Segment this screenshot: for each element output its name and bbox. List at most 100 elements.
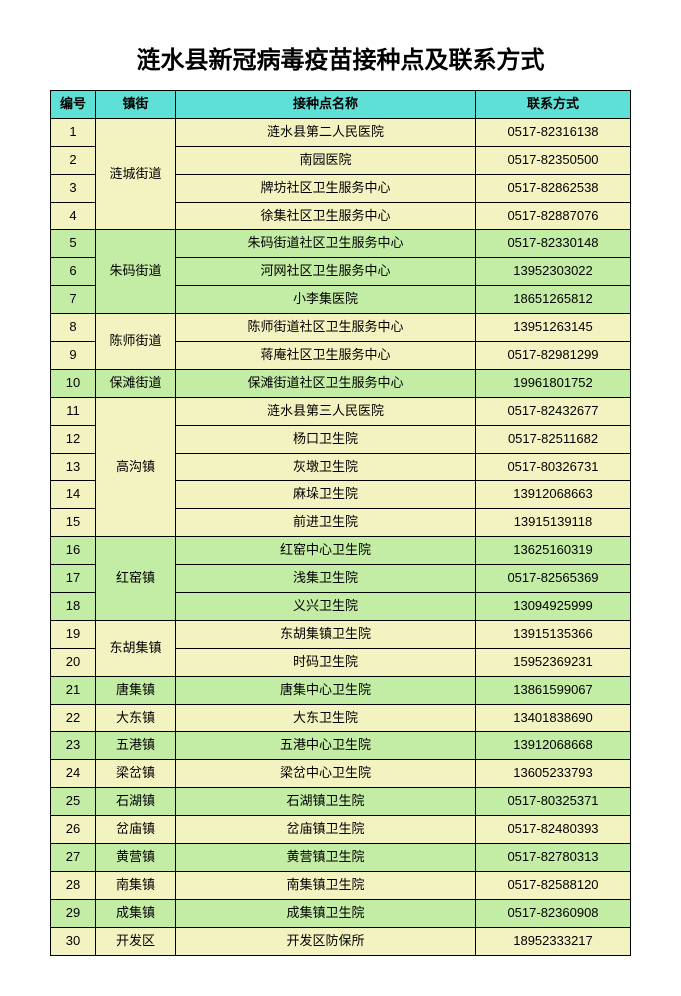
- cell-phone: 13951263145: [476, 314, 631, 342]
- cell-id: 27: [51, 844, 96, 872]
- cell-site: 前进卫生院: [176, 509, 476, 537]
- vaccination-table: 编号镇街接种点名称联系方式 1涟城街道涟水县第二人民医院0517-8231613…: [50, 90, 631, 956]
- cell-phone: 18952333217: [476, 927, 631, 955]
- cell-site: 五港中心卫生院: [176, 732, 476, 760]
- cell-phone: 19961801752: [476, 369, 631, 397]
- table-row: 26岔庙镇岔庙镇卫生院0517-82480393: [51, 816, 631, 844]
- cell-town: 高沟镇: [96, 397, 176, 536]
- cell-site: 东胡集镇卫生院: [176, 620, 476, 648]
- cell-id: 23: [51, 732, 96, 760]
- cell-site: 浅集卫生院: [176, 565, 476, 593]
- page-title: 涟水县新冠病毒疫苗接种点及联系方式: [50, 40, 631, 75]
- table-row: 22大东镇大东卫生院13401838690: [51, 704, 631, 732]
- table-row: 23五港镇五港中心卫生院13912068668: [51, 732, 631, 760]
- cell-id: 6: [51, 258, 96, 286]
- cell-phone: 13912068663: [476, 481, 631, 509]
- cell-phone: 0517-82432677: [476, 397, 631, 425]
- cell-site: 陈师街道社区卫生服务中心: [176, 314, 476, 342]
- cell-town: 成集镇: [96, 899, 176, 927]
- cell-site: 石湖镇卫生院: [176, 788, 476, 816]
- cell-town: 南集镇: [96, 871, 176, 899]
- cell-id: 20: [51, 648, 96, 676]
- cell-site: 开发区防保所: [176, 927, 476, 955]
- cell-town: 陈师街道: [96, 314, 176, 370]
- cell-id: 8: [51, 314, 96, 342]
- cell-town: 开发区: [96, 927, 176, 955]
- cell-site: 河网社区卫生服务中心: [176, 258, 476, 286]
- cell-id: 25: [51, 788, 96, 816]
- cell-town: 保滩街道: [96, 369, 176, 397]
- cell-site: 梁岔中心卫生院: [176, 760, 476, 788]
- table-row: 21唐集镇唐集中心卫生院13861599067: [51, 676, 631, 704]
- table-row: 16红窑镇红窑中心卫生院13625160319: [51, 537, 631, 565]
- table-row: 19东胡集镇东胡集镇卫生院13915135366: [51, 620, 631, 648]
- cell-site: 南集镇卫生院: [176, 871, 476, 899]
- cell-id: 26: [51, 816, 96, 844]
- cell-id: 14: [51, 481, 96, 509]
- cell-id: 1: [51, 118, 96, 146]
- cell-id: 16: [51, 537, 96, 565]
- table-row: 10保滩街道保滩街道社区卫生服务中心19961801752: [51, 369, 631, 397]
- cell-site: 唐集中心卫生院: [176, 676, 476, 704]
- cell-site: 朱码街道社区卫生服务中心: [176, 230, 476, 258]
- table-row: 1涟城街道涟水县第二人民医院0517-82316138: [51, 118, 631, 146]
- cell-site: 徐集社区卫生服务中心: [176, 202, 476, 230]
- cell-town: 红窑镇: [96, 537, 176, 621]
- cell-site: 时码卫生院: [176, 648, 476, 676]
- cell-id: 15: [51, 509, 96, 537]
- cell-phone: 13094925999: [476, 593, 631, 621]
- cell-id: 11: [51, 397, 96, 425]
- cell-phone: 0517-82350500: [476, 146, 631, 174]
- cell-site: 成集镇卫生院: [176, 899, 476, 927]
- cell-town: 梁岔镇: [96, 760, 176, 788]
- table-row: 29成集镇成集镇卫生院0517-82360908: [51, 899, 631, 927]
- cell-phone: 13912068668: [476, 732, 631, 760]
- cell-site: 灰墩卫生院: [176, 453, 476, 481]
- cell-site: 涟水县第二人民医院: [176, 118, 476, 146]
- cell-site: 保滩街道社区卫生服务中心: [176, 369, 476, 397]
- table-header-cell: 镇街: [96, 91, 176, 119]
- cell-phone: 13605233793: [476, 760, 631, 788]
- cell-id: 3: [51, 174, 96, 202]
- cell-site: 麻垛卫生院: [176, 481, 476, 509]
- cell-phone: 0517-82330148: [476, 230, 631, 258]
- cell-site: 义兴卫生院: [176, 593, 476, 621]
- cell-phone: 0517-82780313: [476, 844, 631, 872]
- table-row: 27黄营镇黄营镇卫生院0517-82780313: [51, 844, 631, 872]
- cell-town: 石湖镇: [96, 788, 176, 816]
- cell-phone: 0517-82588120: [476, 871, 631, 899]
- cell-phone: 13915135366: [476, 620, 631, 648]
- cell-id: 28: [51, 871, 96, 899]
- cell-phone: 0517-82862538: [476, 174, 631, 202]
- cell-id: 29: [51, 899, 96, 927]
- cell-phone: 0517-82511682: [476, 425, 631, 453]
- cell-id: 7: [51, 286, 96, 314]
- cell-town: 唐集镇: [96, 676, 176, 704]
- cell-phone: 13625160319: [476, 537, 631, 565]
- cell-id: 10: [51, 369, 96, 397]
- cell-site: 大东卫生院: [176, 704, 476, 732]
- cell-site: 岔庙镇卫生院: [176, 816, 476, 844]
- cell-town: 大东镇: [96, 704, 176, 732]
- cell-id: 30: [51, 927, 96, 955]
- cell-town: 涟城街道: [96, 118, 176, 230]
- cell-site: 红窑中心卫生院: [176, 537, 476, 565]
- table-header-cell: 编号: [51, 91, 96, 119]
- cell-id: 18: [51, 593, 96, 621]
- table-body: 1涟城街道涟水县第二人民医院0517-823161382南园医院0517-823…: [51, 118, 631, 955]
- table-row: 25石湖镇石湖镇卫生院0517-80325371: [51, 788, 631, 816]
- cell-town: 黄营镇: [96, 844, 176, 872]
- cell-town: 朱码街道: [96, 230, 176, 314]
- table-header-cell: 接种点名称: [176, 91, 476, 119]
- cell-phone: 15952369231: [476, 648, 631, 676]
- table-header-cell: 联系方式: [476, 91, 631, 119]
- cell-phone: 18651265812: [476, 286, 631, 314]
- cell-site: 杨口卫生院: [176, 425, 476, 453]
- cell-phone: 13401838690: [476, 704, 631, 732]
- cell-phone: 0517-82887076: [476, 202, 631, 230]
- cell-phone: 0517-80325371: [476, 788, 631, 816]
- cell-id: 22: [51, 704, 96, 732]
- cell-id: 19: [51, 620, 96, 648]
- cell-id: 9: [51, 342, 96, 370]
- table-row: 24梁岔镇梁岔中心卫生院13605233793: [51, 760, 631, 788]
